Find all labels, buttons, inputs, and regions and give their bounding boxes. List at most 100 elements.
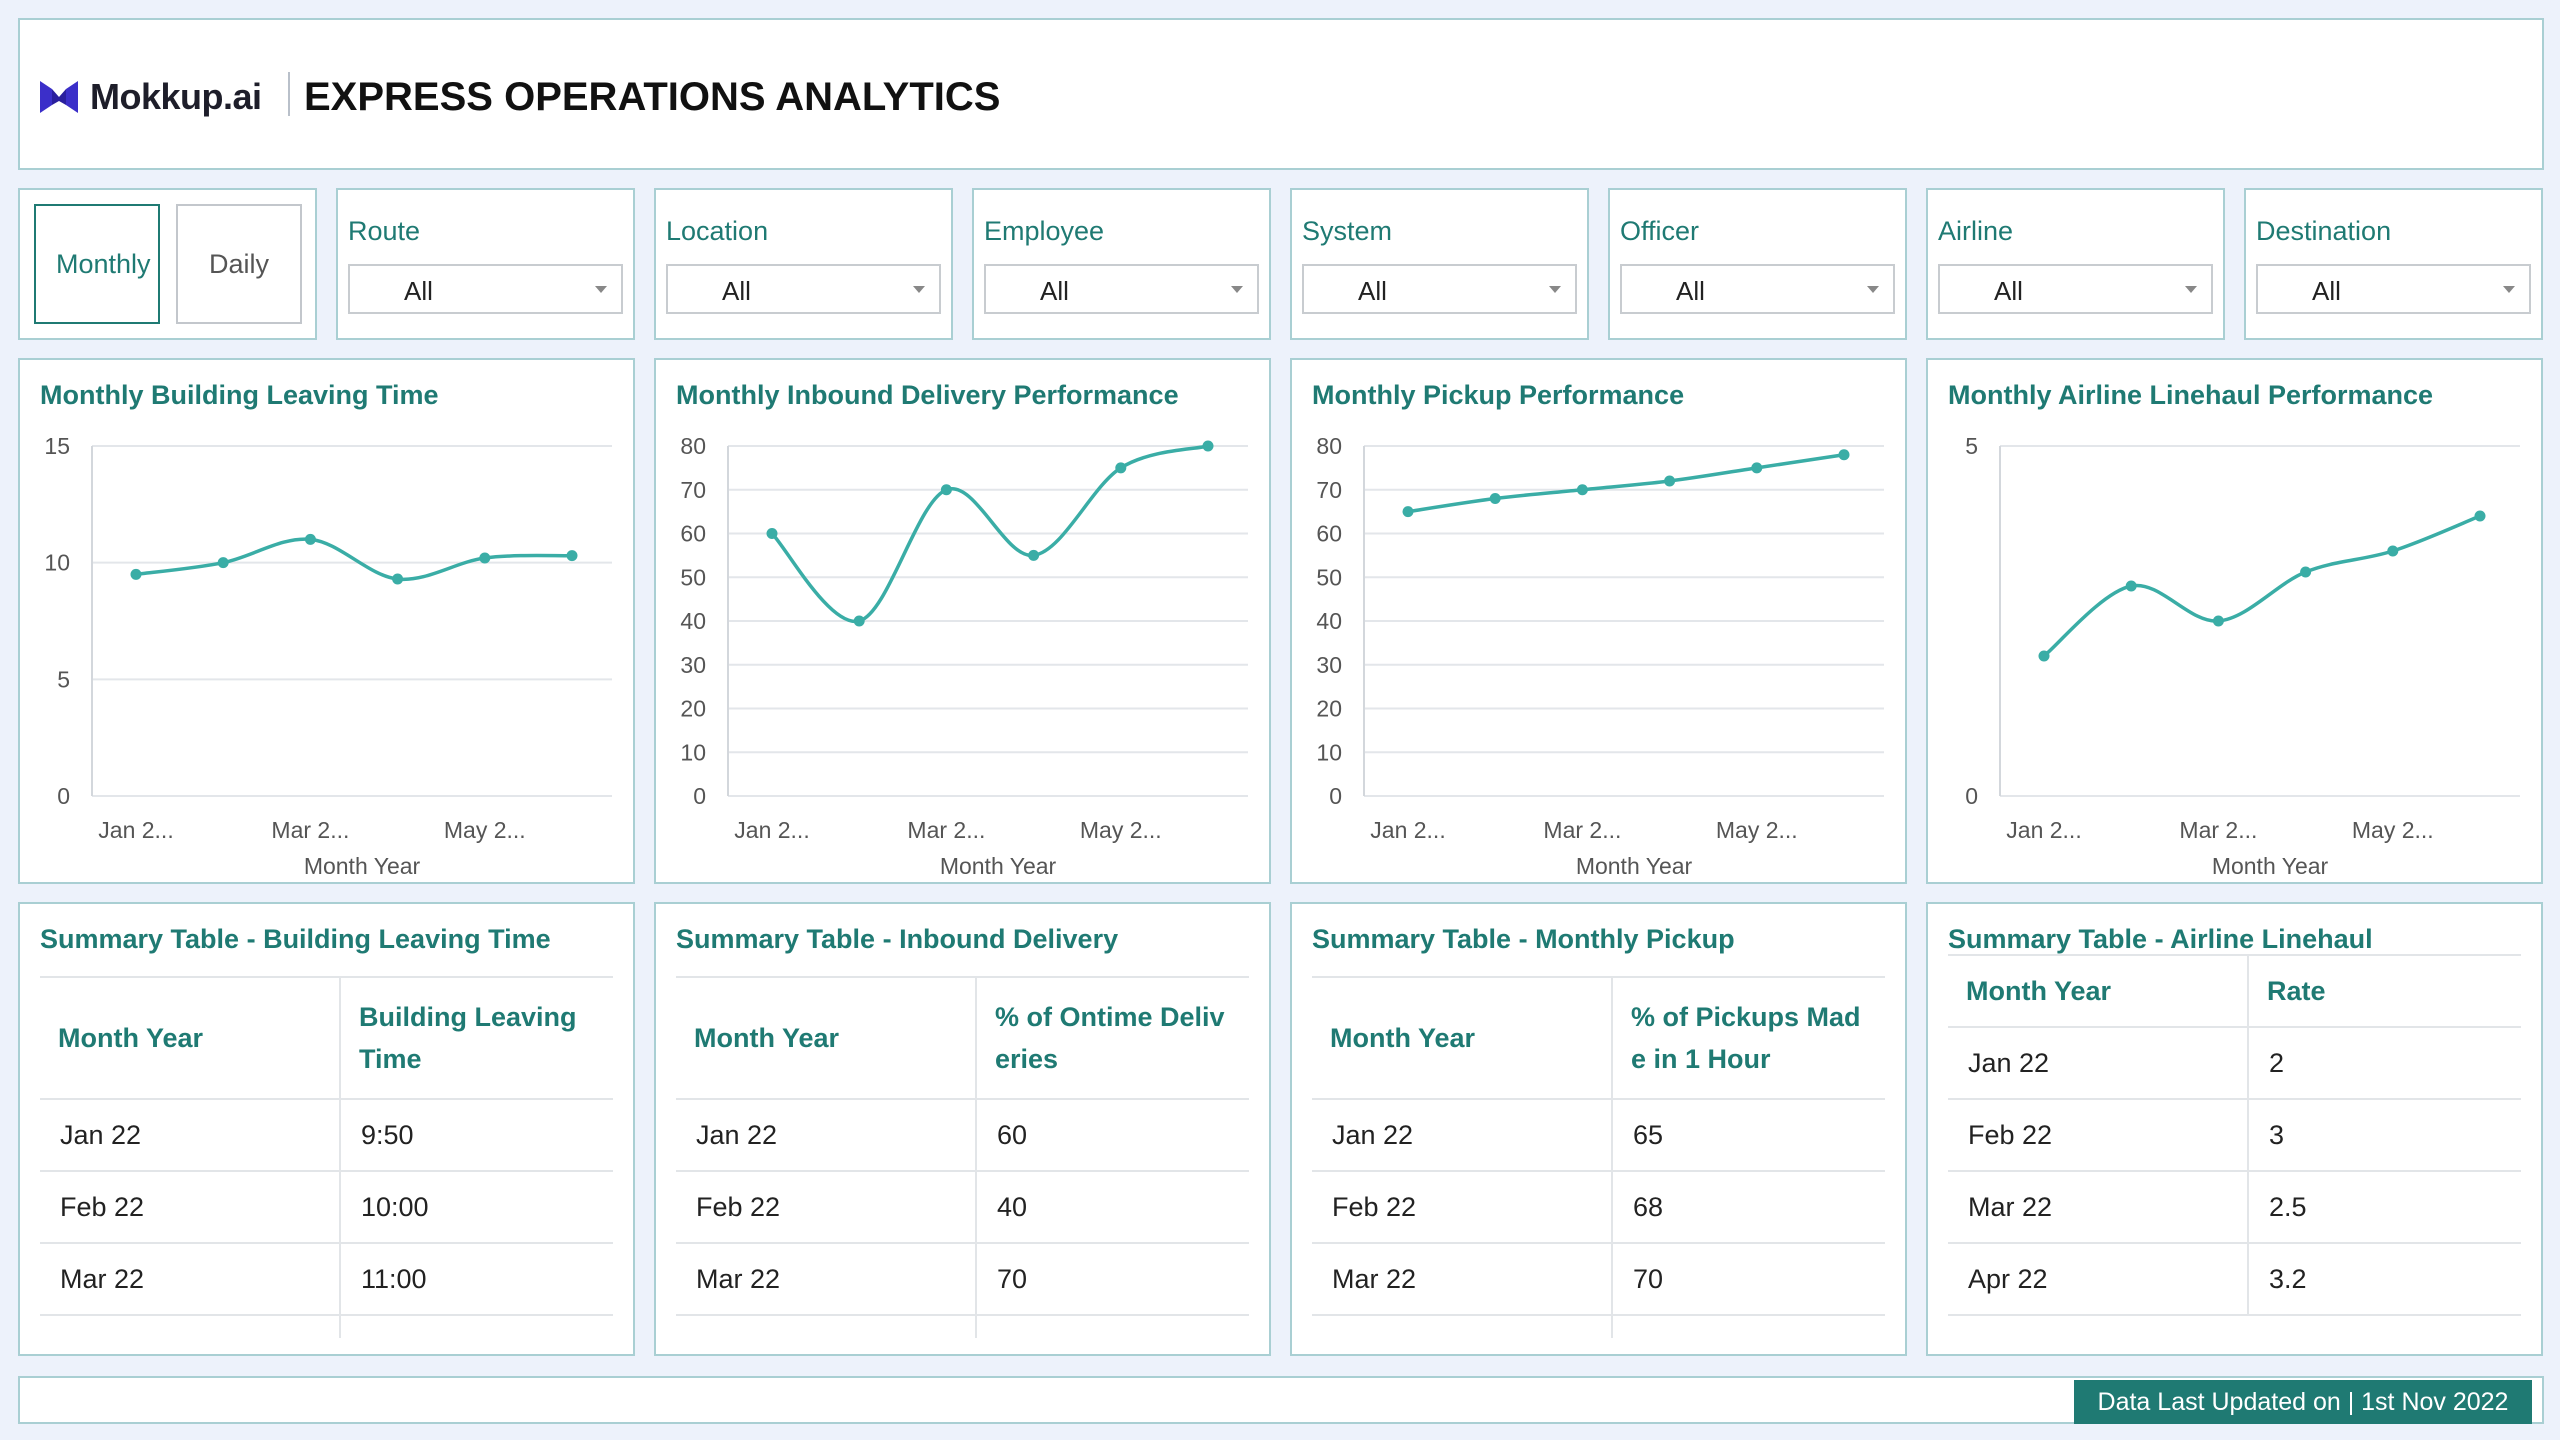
route-dropdown[interactable]: All [348,264,623,314]
table-cell: 60 [975,1098,1249,1172]
table-cell: 68 [1611,1170,1885,1244]
officer-dropdown[interactable]: All [1620,264,1895,314]
daily-toggle-button[interactable]: Daily [176,204,302,324]
logo-text: Mokkup.ai [90,76,262,117]
x-axis-title: Month Year [2212,853,2329,879]
data-point [940,484,952,496]
chart-inbound-delivery: Monthly Inbound Delivery Performance 0 10… [654,358,1271,884]
last-updated-badge: Data Last Updated on | 1st Nov 2022 [2074,1380,2532,1424]
header-bar: Mokkup.ai EXPRESS OPERATIONS ANALYTICS [18,18,2544,170]
table-row: Jan 22 65 [1312,1098,1885,1172]
table-row: Mar 22 2.5 [1948,1170,2521,1244]
x-tick-label: Jan 2... [98,817,173,843]
chart-title: Monthly Pickup Performance [1312,380,1685,410]
table-cell: 70 [1611,1242,1885,1316]
y-tick-label: 80 [680,433,706,459]
column-header[interactable]: % of Ontime Deliveries [975,976,1249,1100]
table-cell: Jan 22 [1948,1026,2249,1100]
summary-table-inbound-delivery: Summary Table - Inbound Delivery Month Y… [654,902,1271,1356]
table-title: Summary Table - Monthly Pickup [1312,924,1735,954]
data-point [304,533,316,545]
y-tick-label: 10 [1316,739,1342,765]
chart-title: Monthly Building Leaving Time [40,380,439,410]
x-tick-label: May 2... [1080,817,1162,843]
filter-system: System All [1290,188,1589,340]
table-title: Summary Table - Inbound Delivery [676,924,1119,954]
system-dropdown[interactable]: All [1302,264,1577,314]
table-cell: 3.2 [2247,1242,2521,1316]
table-row: Feb 22 10:00 [40,1170,613,1244]
x-tick-label: May 2... [2352,817,2434,843]
column-header[interactable]: Rate [2247,954,2521,1028]
table-cell: Jan 22 [676,1098,977,1172]
table-cell: 65 [1611,1098,1885,1172]
data-point [1202,440,1214,452]
data-point [217,557,229,569]
table-row: Mar 22 70 [676,1242,1249,1316]
airline-dropdown[interactable]: All [1938,264,2213,314]
table-cell: Feb 22 [40,1170,341,1244]
summary-table: Month Year Building Leaving Time Jan 22 9… [40,976,613,1338]
filter-label: Officer [1620,216,1700,246]
page-title: EXPRESS OPERATIONS ANALYTICS [304,75,1001,119]
table-row: Mar 22 70 [1312,1242,1885,1316]
destination-dropdown[interactable]: All [2256,264,2531,314]
dropdown-value: All [722,276,751,306]
column-header[interactable]: Month Year [40,976,341,1100]
x-axis-title: Month Year [1576,853,1693,879]
column-header[interactable]: Month Year [1948,954,2249,1028]
chevron-down-icon [595,286,607,293]
table-cell: Feb 22 [1312,1170,1613,1244]
chart-title: Monthly Airline Linehaul Performance [1948,380,2434,410]
data-point [1489,493,1501,504]
x-tick-label: May 2... [444,817,526,843]
filter-label: Location [666,216,769,246]
column-header[interactable]: Building Leaving Time [339,976,613,1100]
data-point [130,568,142,580]
summary-table-airline-linehaul: Summary Table - Airline Linehaul Month Y… [1926,902,2543,1356]
table-cell: 10:00 [339,1170,613,1244]
column-header[interactable]: % of Pickups Made in 1 Hour [1611,976,1885,1100]
chevron-down-icon [1867,286,1879,293]
line-chart: 0 10 20 30 40 50 60 70 80 Jan 2... Mar 2... May 2..… [680,433,1248,879]
employee-dropdown[interactable]: All [984,264,1259,314]
table-cell: Jan 22 [40,1098,341,1172]
data-point [1751,462,1763,474]
y-tick-label: 5 [1965,433,1978,459]
summary-table-monthly-pickup: Summary Table - Monthly Pickup Month Yea… [1290,902,1907,1356]
column-header[interactable]: Month Year [1312,976,1613,1100]
data-point [2387,545,2399,557]
data-point [2300,566,2312,578]
table-title: Summary Table - Building Leaving Time [40,924,551,954]
table-scroll-area[interactable]: Month Year % of Ontime Deliveries Jan 22… [676,976,1249,1338]
table-cell: Apr 22 [1948,1242,2249,1316]
table-scroll-area[interactable]: Month Year % of Pickups Made in 1 Hour J… [1312,976,1885,1338]
table-row: Apr 2255 [676,1314,1249,1338]
data-point [566,550,578,562]
table-scroll-area[interactable]: Month Year Building Leaving Time Jan 22 9… [40,976,613,1338]
series-line [2042,514,2481,658]
table-cell: Feb 22 [1948,1098,2249,1172]
y-tick-label: 50 [1316,564,1342,590]
line-chart: 0 5 10 15 Jan 2... Mar 2... May 2... Month Year [44,433,612,879]
table-scroll-area[interactable]: Month Year Rate Jan 22 2 Feb 22 3 Mar 22 2.… [1948,954,2521,1316]
y-tick-label: 30 [680,652,706,678]
chart-airline-linehaul: Monthly Airline Linehaul Performance 0 5 J… [1926,358,2543,884]
data-point [766,528,778,539]
dropdown-value: All [1040,276,1069,306]
column-header[interactable]: Month Year [676,976,977,1100]
data-point [2474,510,2486,522]
data-point [1576,484,1588,496]
table-cell: 2 [2247,1026,2521,1100]
location-dropdown[interactable]: All [666,264,941,314]
table-cell: Mar 22 [1948,1170,2249,1244]
table-cell: 70 [975,1242,1249,1316]
chevron-down-icon [913,286,925,293]
table-cell: 11:00 [339,1242,613,1316]
x-axis-title: Month Year [940,853,1057,879]
y-tick-label: 5 [57,666,70,692]
dropdown-value: All [1358,276,1387,306]
monthly-toggle-button[interactable]: Monthly [34,204,160,324]
x-tick-label: Jan 2... [2006,817,2081,843]
table-row: Jan 22 60 [676,1098,1249,1172]
